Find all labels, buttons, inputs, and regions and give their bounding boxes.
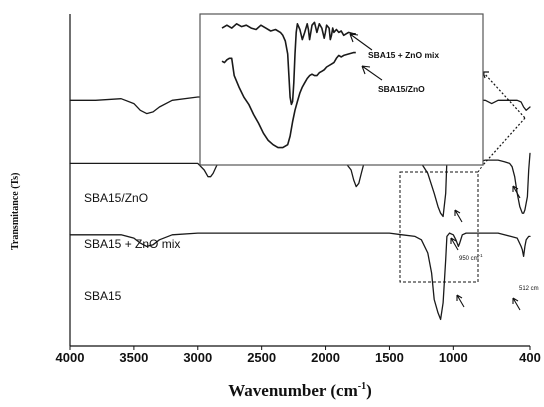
annotation-512: 512 cm [519, 286, 539, 292]
peak-arrow-1 [454, 209, 463, 223]
x-tick-label: 3000 [183, 350, 212, 365]
series-label-sba15-zno-mix: SBA15 + ZnO mix [84, 237, 180, 251]
inset-connector-bottom [482, 117, 526, 166]
inset-curve-1 [221, 51, 356, 149]
x-tick-label: 3500 [119, 350, 148, 365]
x-tick-label: 2500 [247, 350, 276, 365]
annotation-950: 950 cm-1 [459, 253, 483, 262]
peak-arrow-2 [512, 185, 521, 199]
x-tick-label: 1000 [439, 350, 468, 365]
inset-arrow-composite [361, 65, 383, 81]
peak-arrow-3 [450, 237, 459, 251]
inset-label-mix: SBA15 + ZnO mix [368, 50, 439, 60]
inset-label-composite: SBA15/ZnO [378, 84, 425, 94]
inset-connector-top [477, 164, 484, 173]
peak-arrow-5 [512, 297, 521, 311]
y-axis-label: Transmitance (Ts) [10, 173, 21, 251]
inset-curve-0 [221, 21, 356, 106]
inset-curves [221, 21, 356, 149]
x-axis-label: Wavenumber (cm-1) [228, 381, 372, 400]
x-tick-label: 4000 [56, 350, 85, 365]
x-tick-labels: 4000 3500 3000 2500 2000 1500 1000 400 [56, 346, 541, 365]
series-line-2 [69, 232, 531, 321]
x-tick-label: 2000 [311, 350, 340, 365]
x-tick-label: 400 [519, 350, 541, 365]
inset-arrow-mix [349, 33, 373, 51]
x-tick-label: 1500 [375, 350, 404, 365]
inset-frame [199, 13, 484, 166]
peak-arrow-4 [456, 294, 465, 308]
series-label-sba15: SBA15 [84, 289, 122, 303]
series-label-sba15-zno: SBA15/ZnO [84, 191, 148, 205]
inset-connector-mid [482, 71, 526, 119]
highlight-box [399, 171, 479, 283]
